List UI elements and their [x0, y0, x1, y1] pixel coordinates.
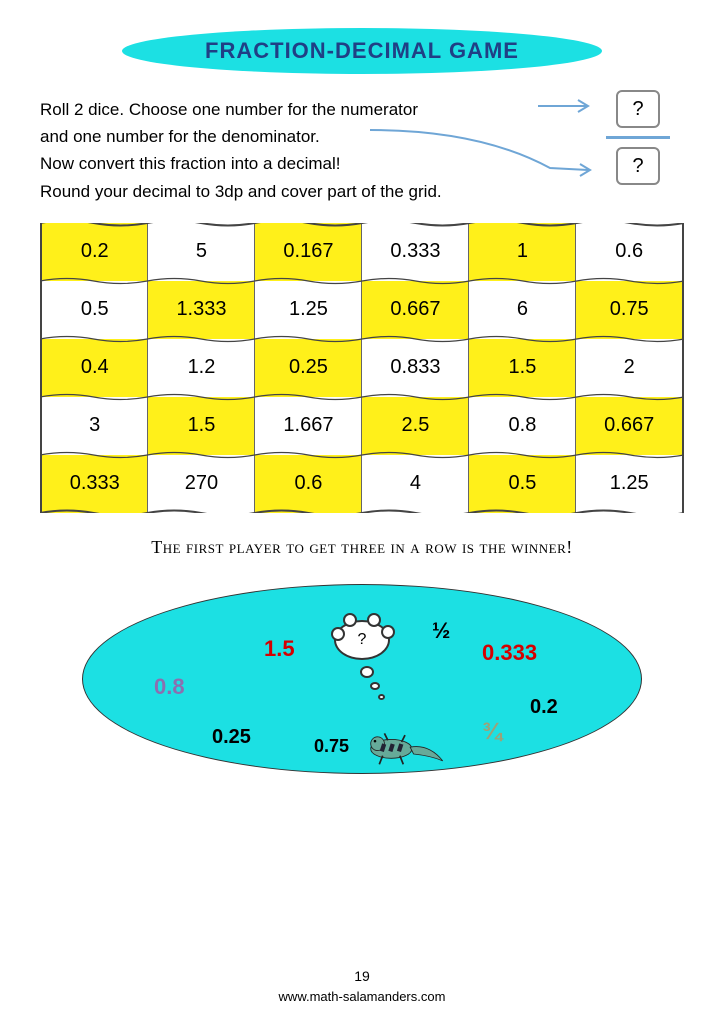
- instruction-line: Roll 2 dice. Choose one number for the n…: [40, 96, 520, 123]
- pond-number: 0.75: [314, 736, 349, 757]
- pond-number: 0.8: [154, 674, 185, 700]
- grid-cell: 0.167: [255, 223, 362, 281]
- grid-cell: 0.2: [41, 223, 148, 281]
- fraction-input-region: ? ?: [598, 90, 678, 185]
- grid-cell: 0.8: [469, 397, 576, 455]
- grid-cell: 4: [362, 455, 469, 513]
- grid-cell: 3: [41, 397, 148, 455]
- thought-bubble: ?: [334, 620, 390, 660]
- arrow-to-denominator-icon: [370, 128, 598, 178]
- grid-cell: 1.5: [469, 339, 576, 397]
- thought-cloud-bumps-icon: [332, 618, 396, 666]
- pond-number: 0.25: [212, 726, 251, 749]
- grid-cell: 0.833: [362, 339, 469, 397]
- grid-cell: 0.75: [576, 281, 683, 339]
- numerator-box: ?: [616, 90, 660, 128]
- fraction-bar: [606, 136, 670, 139]
- pond-number: 1.5: [264, 636, 295, 662]
- salamander-icon: [360, 718, 450, 778]
- grid-cell: 1.2: [148, 339, 255, 397]
- grid-cell: 0.6: [576, 223, 683, 281]
- title-text: FRACTION-DECIMAL GAME: [205, 38, 519, 64]
- footer-url: www.math-salamanders.com: [0, 989, 724, 1004]
- thought-dot-icon: [378, 694, 385, 700]
- arrow-to-numerator-icon: [538, 96, 598, 116]
- pond-number: ¾: [482, 718, 502, 746]
- grid-cell: 5: [148, 223, 255, 281]
- grid-cell: 0.667: [362, 281, 469, 339]
- grid-cell: 0.6: [255, 455, 362, 513]
- grid-cell: 6: [469, 281, 576, 339]
- grid-cell: 0.25: [255, 339, 362, 397]
- grid-cell: 1: [469, 223, 576, 281]
- grid-cell: 0.333: [41, 455, 148, 513]
- title-banner: FRACTION-DECIMAL GAME: [122, 28, 602, 74]
- thought-dot-icon: [360, 666, 374, 678]
- grid-cell: 1.5: [148, 397, 255, 455]
- grid-cell: 0.4: [41, 339, 148, 397]
- grid-cell: 0.667: [576, 397, 683, 455]
- thought-dot-icon: [370, 682, 380, 690]
- pond-number: 0.333: [482, 640, 537, 666]
- grid-cell: 2.5: [362, 397, 469, 455]
- grid-cell: 270: [148, 455, 255, 513]
- pond-number: 0.2: [530, 696, 558, 719]
- winner-text: The first player to get three in a row i…: [40, 537, 684, 558]
- grid-cell: 1.25: [576, 455, 683, 513]
- game-grid: 0.250.1670.33310.60.51.3331.250.66760.75…: [40, 223, 684, 513]
- grid-cell: 1.333: [148, 281, 255, 339]
- grid-cell: 1.25: [255, 281, 362, 339]
- grid-cell: 0.5: [41, 281, 148, 339]
- instruction-line: Round your decimal to 3dp and cover part…: [40, 178, 520, 205]
- pond-number: ½: [432, 618, 450, 644]
- denominator-box: ?: [616, 147, 660, 185]
- game-grid-container: 0.250.1670.33310.60.51.3331.250.66760.75…: [40, 223, 684, 513]
- pond-illustration: ? 0.8 1.5 ½ 0.333 0.2 ¾ 0.25 0.75: [82, 584, 642, 794]
- grid-cell: 0.333: [362, 223, 469, 281]
- page-number: 19: [0, 968, 724, 984]
- grid-cell: 2: [576, 339, 683, 397]
- grid-cell: 1.667: [255, 397, 362, 455]
- grid-cell: 0.5: [469, 455, 576, 513]
